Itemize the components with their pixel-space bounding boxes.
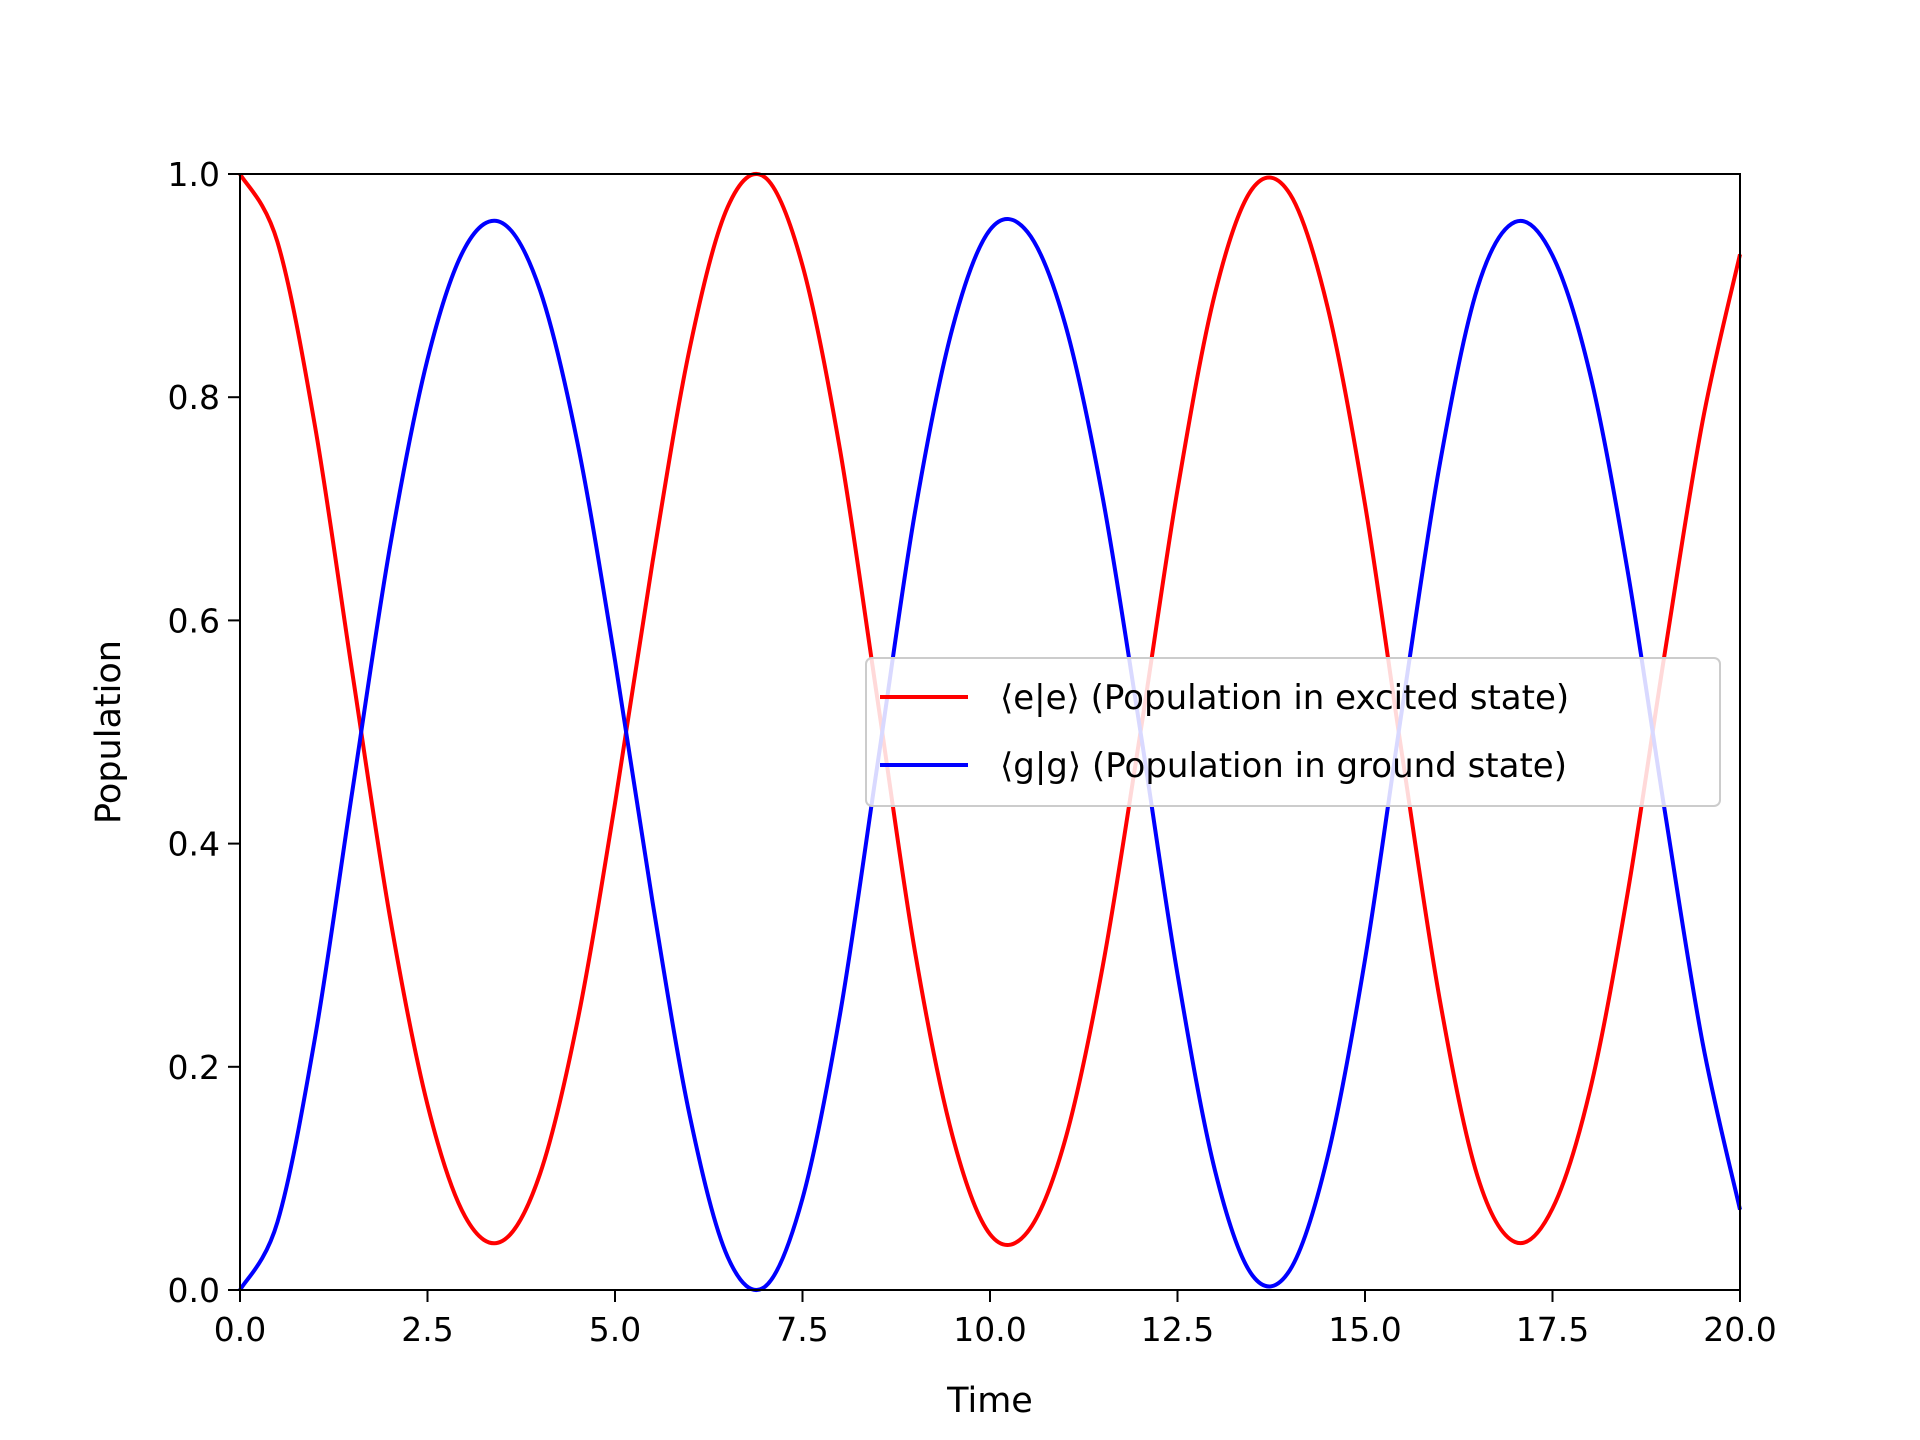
x-tick-label: 5.0 [589,1310,641,1349]
y-tick-label: 0.4 [168,825,220,864]
legend-label-ground: ⟨g|g⟩ (Population in ground state) [1000,746,1567,786]
series-line-1 [238,217,1742,1292]
y-axis-label: Population [89,640,129,824]
y-tick-label: 0.6 [168,601,220,640]
legend-box [865,657,1721,807]
y-tick-label: 0.2 [168,1048,220,1087]
x-axis-label: Time [946,1381,1033,1421]
y-axis: 0.0 0.2 0.4 0.6 0.8 1.0 [168,155,240,1310]
legend: ⟨e|e⟩ (Population in excited state) ⟨g|g… [865,657,1721,807]
x-tick-label: 17.5 [1516,1310,1589,1349]
series-line-0 [238,172,1742,1247]
x-tick-label: 10.0 [953,1310,1026,1349]
x-axis: 0.0 2.5 5.0 7.5 10.0 12.5 15.0 17.5 20.0 [214,1290,1777,1349]
x-tick-label: 0.0 [214,1310,266,1349]
x-tick-label: 15.0 [1328,1310,1401,1349]
x-tick-label: 2.5 [401,1310,453,1349]
plot-lines [238,172,1742,1292]
x-tick-label: 20.0 [1703,1310,1776,1349]
y-tick-label: 1.0 [168,155,220,194]
x-tick-label: 7.5 [776,1310,828,1349]
x-tick-label: 12.5 [1141,1310,1214,1349]
y-tick-label: 0.8 [168,378,220,417]
legend-label-excited: ⟨e|e⟩ (Population in excited state) [1000,678,1569,718]
y-tick-label: 0.0 [168,1271,220,1310]
